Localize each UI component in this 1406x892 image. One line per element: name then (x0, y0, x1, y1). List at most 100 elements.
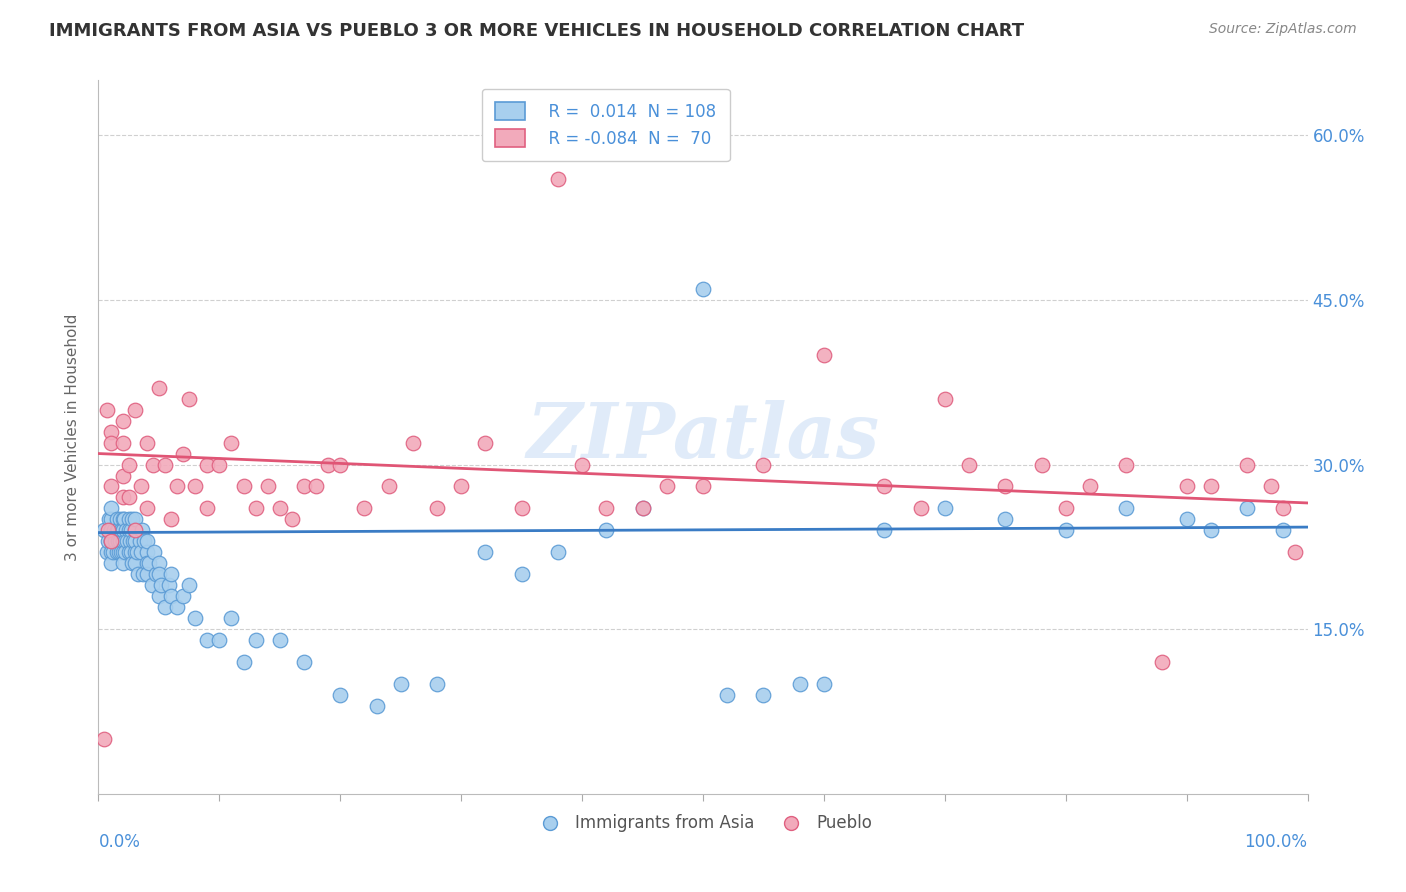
Text: 0.0%: 0.0% (98, 833, 141, 851)
Point (110, 524, 132, 538)
Point (474, 435, 496, 450)
Point (100, 435, 122, 450)
Point (595, 501, 617, 516)
Point (127, 545, 149, 559)
Point (510, 567, 533, 582)
Point (281, 512, 304, 526)
Point (994, 479, 1017, 493)
Point (305, 479, 328, 493)
Point (117, 534, 139, 549)
Point (115, 524, 138, 538)
Point (1175, 512, 1198, 526)
Point (172, 589, 194, 603)
Text: 100.0%: 100.0% (1244, 833, 1308, 851)
Point (120, 524, 142, 538)
Point (100, 425, 122, 439)
Point (256, 479, 278, 493)
Point (124, 534, 146, 549)
Point (118, 524, 141, 538)
Point (1284, 545, 1306, 559)
Point (1175, 479, 1198, 493)
Point (450, 479, 472, 493)
Text: Source: ZipAtlas.com: Source: ZipAtlas.com (1209, 22, 1357, 37)
Point (114, 534, 136, 549)
Point (124, 402, 146, 417)
Point (1152, 655, 1174, 669)
Point (873, 479, 896, 493)
Point (150, 578, 173, 592)
Point (105, 524, 128, 538)
Point (135, 545, 157, 559)
Point (111, 414, 134, 428)
Point (1236, 501, 1258, 516)
Point (100, 524, 122, 538)
Point (195, 458, 218, 472)
Point (111, 491, 134, 505)
Point (104, 534, 127, 549)
Point (96, 545, 118, 559)
Point (110, 545, 132, 559)
Point (135, 435, 157, 450)
Point (1115, 501, 1137, 516)
Point (121, 557, 143, 571)
Y-axis label: 3 or more Vehicles in Household: 3 or more Vehicles in Household (65, 313, 80, 561)
Point (148, 381, 170, 395)
Point (124, 545, 146, 559)
Point (389, 677, 412, 691)
Point (114, 545, 136, 559)
Point (752, 688, 775, 702)
Point (111, 468, 134, 483)
Point (135, 567, 157, 582)
Point (692, 479, 714, 493)
Point (208, 458, 231, 472)
Point (148, 557, 170, 571)
Point (111, 435, 134, 450)
Point (1115, 458, 1137, 472)
Point (179, 578, 201, 592)
Legend: Immigrants from Asia, Pueblo: Immigrants from Asia, Pueblo (527, 808, 879, 839)
Point (160, 567, 183, 582)
Point (595, 524, 617, 538)
Point (160, 589, 183, 603)
Point (148, 567, 170, 582)
Point (107, 534, 129, 549)
Point (124, 557, 146, 571)
Point (631, 501, 654, 516)
Point (124, 524, 146, 538)
Point (1236, 458, 1258, 472)
Point (631, 501, 654, 516)
Point (402, 435, 425, 450)
Point (934, 392, 956, 406)
Point (93, 524, 115, 538)
Point (107, 524, 129, 538)
Point (1272, 524, 1295, 538)
Point (752, 458, 775, 472)
Point (153, 600, 176, 615)
Point (329, 458, 352, 472)
Point (111, 557, 134, 571)
Point (118, 458, 141, 472)
Point (153, 458, 176, 472)
Point (108, 512, 131, 526)
Point (232, 479, 254, 493)
Point (292, 655, 315, 669)
Point (195, 633, 218, 648)
Point (135, 534, 157, 549)
Point (232, 655, 254, 669)
Point (93, 731, 115, 746)
Point (934, 501, 956, 516)
Point (138, 557, 160, 571)
Point (98, 512, 121, 526)
Point (142, 458, 165, 472)
Point (141, 578, 163, 592)
Point (111, 524, 134, 538)
Point (135, 501, 157, 516)
Point (118, 534, 141, 549)
Point (1199, 524, 1222, 538)
Point (208, 633, 231, 648)
Point (269, 633, 291, 648)
Point (118, 491, 141, 505)
Point (131, 524, 153, 538)
Point (547, 545, 569, 559)
Point (100, 501, 122, 516)
